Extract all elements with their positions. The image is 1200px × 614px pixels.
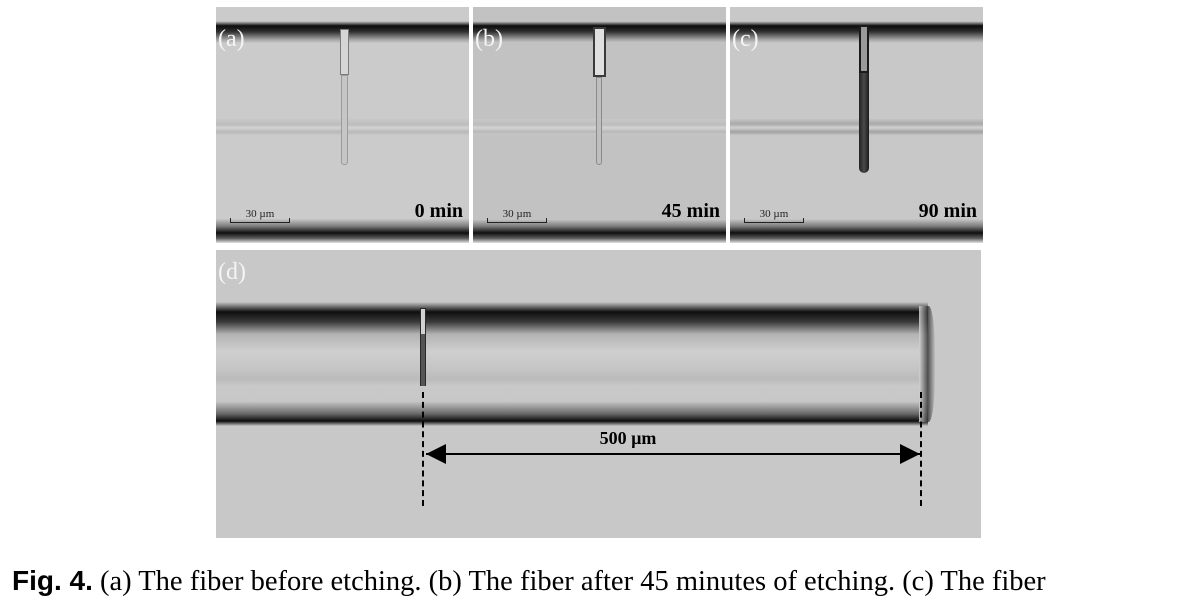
fiber-tip — [859, 73, 869, 173]
micrograph-panel-d: 500 µm (d) — [216, 250, 981, 538]
etching-time-label: 90 min — [918, 200, 977, 222]
micrograph-panel-a: (a) 0 min 30 µm — [216, 7, 469, 243]
scale-bar-label: 30 µm — [245, 208, 275, 220]
capillary-end-face — [919, 306, 935, 422]
fiber-shaft — [859, 25, 869, 73]
scale-bar-label: 30 µm — [759, 208, 789, 220]
scale-bar: 30 µm — [487, 209, 547, 223]
scale-bar-line — [230, 218, 290, 223]
fiber-shaft — [593, 27, 606, 77]
micrograph-panel-b: (b) 45 min 30 µm — [473, 7, 726, 243]
panel-tag: (d) — [218, 259, 246, 285]
scale-bar: 30 µm — [230, 209, 290, 223]
scale-bar-label: 30 µm — [502, 208, 532, 220]
capillary-wall-bottom — [730, 219, 983, 243]
caption-label: Fig. 4. — [12, 565, 93, 596]
fiber-tip — [341, 75, 348, 165]
fiber-tip — [596, 77, 602, 165]
scale-bar: 30 µm — [744, 209, 804, 223]
capillary-wall-bottom — [473, 219, 726, 243]
panel-tag: (a) — [218, 26, 245, 52]
dashed-marker-fiber — [422, 392, 424, 506]
capillary-wall-top — [730, 21, 983, 43]
dashed-marker-end — [920, 392, 922, 506]
panel-tag: (c) — [732, 26, 759, 52]
micrograph-panel-c: (c) 90 min 30 µm — [730, 7, 983, 243]
scale-bar-line — [744, 218, 804, 223]
fiber-tip — [421, 334, 425, 386]
etching-time-label: 0 min — [414, 200, 463, 222]
fiber-shaft — [340, 29, 349, 75]
figure-caption: Fig. 4. (a) The fiber before etching. (b… — [12, 564, 1192, 599]
distance-arrow — [426, 444, 920, 464]
capillary-tube — [216, 302, 928, 426]
distance-label: 500 µm — [599, 428, 657, 448]
etching-time-label: 45 min — [661, 200, 720, 222]
capillary-inner-line — [730, 119, 983, 135]
panel-tag: (b) — [475, 26, 503, 52]
capillary-wall-bottom — [216, 219, 469, 243]
caption-text: (a) The fiber before etching. (b) The fi… — [100, 566, 1046, 597]
scale-bar-line — [487, 218, 547, 223]
